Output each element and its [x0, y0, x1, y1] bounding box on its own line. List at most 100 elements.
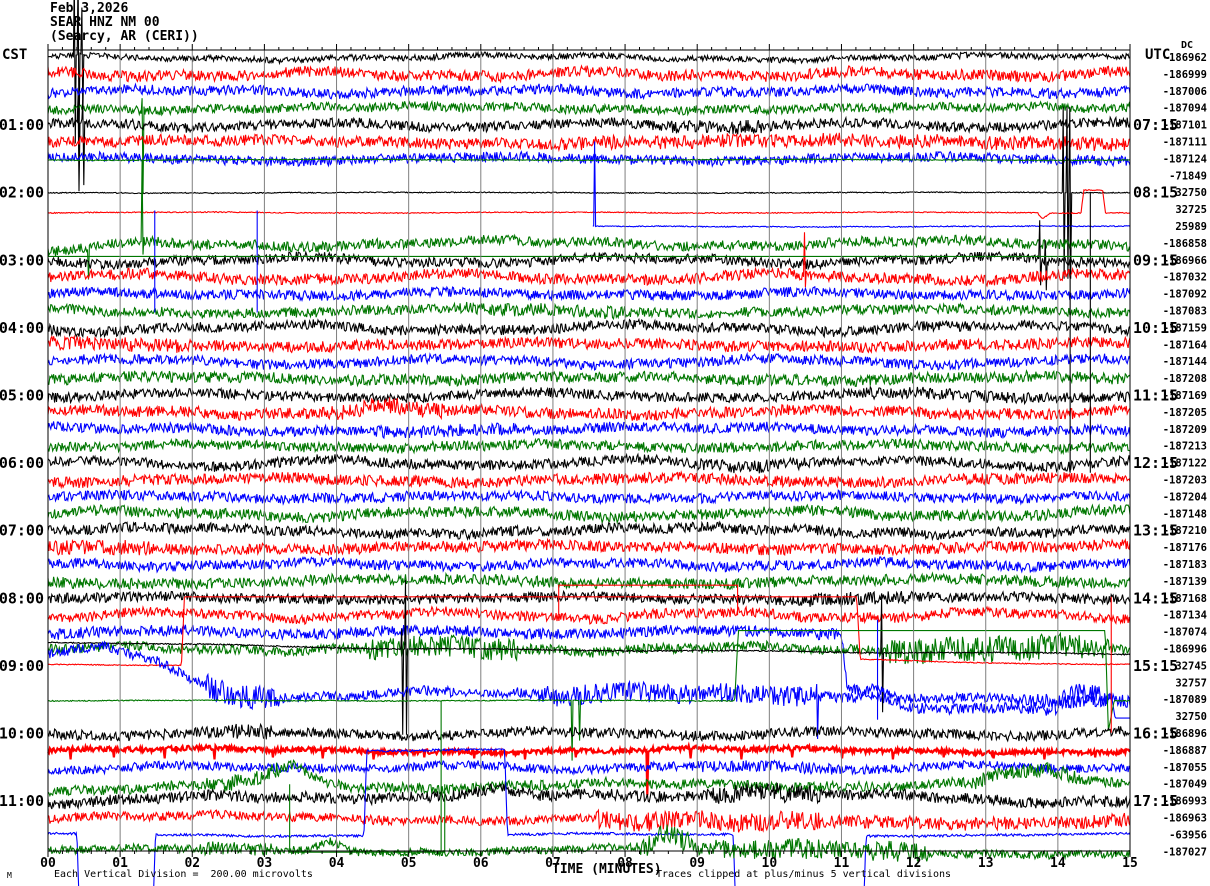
dc-value-row-33: -187134: [1163, 610, 1207, 622]
dc-value-row-37: 32757: [1175, 677, 1207, 689]
cst-hour-label-03:00: 03:00: [0, 251, 44, 269]
trace-row-32: [47, 589, 1131, 608]
dc-value-row-15: -187083: [1163, 306, 1207, 318]
clip-note: Traces clipped at plus/minus 5 vertical …: [656, 869, 952, 880]
trace-row-38: [47, 640, 1131, 740]
cst-hour-label-08:00: 08:00: [0, 589, 44, 607]
dc-value-row-45: -186963: [1163, 813, 1207, 825]
dc-value-row-39: 32750: [1175, 711, 1207, 723]
cst-hour-label-06:00: 06:00: [0, 454, 44, 472]
trace-row-2: [47, 82, 1131, 101]
dc-value-row-8: 32750: [1175, 187, 1207, 199]
trace-row-42: [47, 759, 1131, 776]
trace-row-34: [47, 623, 1130, 719]
cst-hour-label-07:00: 07:00: [0, 522, 44, 540]
utc-hour-label-13:15: 13:15: [1133, 522, 1178, 540]
dc-value-row-3: -187094: [1163, 103, 1207, 115]
dc-value-row-35: -186996: [1163, 644, 1207, 656]
cst-hour-label-05:00: 05:00: [0, 387, 44, 405]
trace-row-17: [47, 334, 1131, 354]
dc-value-row-4: -187101: [1163, 120, 1207, 132]
trace-row-46: [47, 747, 1131, 886]
trace-row-47: [47, 824, 1131, 864]
dc-value-row-43: -187049: [1163, 779, 1207, 791]
x-tick-label-09: 09: [689, 856, 705, 871]
trace-row-19: [47, 369, 1131, 388]
trace-row-26: [47, 488, 1131, 506]
dc-value-row-5: -187111: [1163, 137, 1207, 149]
cst-hour-label-01:00: 01:00: [0, 116, 44, 134]
trace-row-10: [592, 141, 1131, 229]
trace-row-14: [47, 285, 1131, 303]
dc-value-row-12: -186966: [1163, 255, 1207, 267]
dc-value-row-2: -187006: [1163, 86, 1207, 98]
utc-hour-label-07:15: 07:15: [1133, 116, 1178, 134]
dc-value-row-21: -187205: [1163, 407, 1207, 419]
dc-value-row-32: -187168: [1163, 593, 1207, 605]
dc-value-row-28: -187210: [1163, 525, 1207, 537]
trace-row-9: [47, 189, 1131, 219]
x-tick-label-03: 03: [257, 856, 273, 871]
dc-value-row-40: -186896: [1163, 728, 1207, 740]
trace-row-4: [47, 95, 1131, 192]
trace-row-39: [47, 630, 1131, 761]
x-tick-label-12: 12: [906, 856, 922, 871]
trace-row-31: [47, 571, 1131, 591]
trace-row-6: [47, 150, 1131, 168]
trace-row-30: [47, 556, 1131, 574]
trace-row-11: [47, 159, 1131, 280]
title-station: SEAR HNZ NM 00: [50, 15, 160, 30]
trace-row-36: [47, 579, 1131, 735]
dc-value-row-22: -187209: [1163, 424, 1207, 436]
dc-value-row-14: -187092: [1163, 289, 1207, 301]
plot-frame: [47, 49, 1131, 852]
x-tick-label-07: 07: [545, 856, 561, 871]
utc-hour-label-08:15: 08:15: [1133, 184, 1178, 202]
dc-value-row-16: -187159: [1163, 322, 1207, 334]
trace-row-20: [47, 385, 1131, 406]
dc-value-row-19: -187208: [1163, 373, 1207, 385]
trace-row-16: [47, 317, 1131, 339]
x-tick-label-06: 06: [473, 856, 489, 871]
x-tick-label-04: 04: [329, 856, 345, 871]
dc-value-row-36: 32745: [1175, 660, 1207, 672]
title-location: (Searcy, AR (CERI)): [50, 29, 199, 44]
timezone-right-label: UTC: [1145, 47, 1171, 63]
dc-value-row-17: -187164: [1163, 339, 1207, 351]
utc-hour-label-14:15: 14:15: [1133, 589, 1178, 607]
dc-value-row-23: -187213: [1163, 441, 1207, 453]
utc-hour-label-12:15: 12:15: [1133, 454, 1178, 472]
dc-value-row-20: -187169: [1163, 390, 1207, 402]
dc-value-row-41: -186887: [1163, 745, 1207, 757]
title-date: Feb 3,2026: [50, 1, 129, 16]
dc-value-row-44: -186993: [1163, 796, 1207, 808]
dc-value-row-42: -187055: [1163, 762, 1207, 774]
x-tick-label-00: 00: [40, 856, 56, 871]
dc-header: DC: [1181, 40, 1194, 51]
trace-row-7: [47, 158, 1130, 162]
trace-row-35: [47, 631, 1131, 665]
trace-row-45: [47, 808, 1131, 833]
artifact-box-0: [558, 584, 739, 616]
utc-hour-label-15:15: 15:15: [1133, 657, 1178, 675]
trace-row-24: [47, 452, 1131, 474]
x-tick-label-10: 10: [762, 856, 778, 871]
trace-row-44: [47, 782, 1131, 810]
trace-row-3: [47, 98, 1131, 194]
dc-value-row-1: -186999: [1163, 69, 1207, 81]
dc-value-row-46: -63956: [1169, 829, 1207, 841]
trace-row-33: [47, 605, 1131, 626]
utc-hour-label-09:15: 09:15: [1133, 251, 1178, 269]
cst-hour-label-10:00: 10:00: [0, 725, 44, 743]
trace-row-43: [47, 758, 1131, 798]
x-tick-label-13: 13: [978, 856, 994, 871]
trace-row-8: [47, 106, 1131, 279]
dc-value-row-31: -187139: [1163, 576, 1207, 588]
trace-row-29: [47, 537, 1131, 557]
trace-row-21: [47, 397, 1131, 421]
cst-hour-label-11:00: 11:00: [0, 792, 44, 810]
utc-hour-label-17:15: 17:15: [1133, 792, 1178, 810]
dc-value-row-13: -187032: [1163, 272, 1207, 284]
